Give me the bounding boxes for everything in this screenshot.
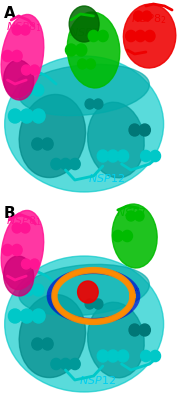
Circle shape [22,65,31,75]
Circle shape [12,223,22,233]
Circle shape [8,109,22,123]
Circle shape [12,25,22,35]
Ellipse shape [112,204,157,268]
Circle shape [85,99,94,109]
Ellipse shape [19,64,149,116]
Ellipse shape [19,94,86,178]
Circle shape [129,124,140,136]
Circle shape [22,284,34,296]
Circle shape [141,350,151,362]
Circle shape [113,230,123,242]
Circle shape [76,44,87,56]
Ellipse shape [4,256,34,296]
Circle shape [78,59,87,69]
Circle shape [117,350,129,362]
Circle shape [150,350,160,362]
Circle shape [60,358,71,370]
Text: $\it{NSP12}$: $\it{NSP12}$ [88,172,125,184]
Text: A: A [4,6,16,21]
Circle shape [21,25,30,35]
Circle shape [145,30,155,42]
Circle shape [21,223,30,233]
Circle shape [32,109,45,123]
Circle shape [42,138,53,150]
Circle shape [32,338,43,350]
Circle shape [97,350,108,362]
Circle shape [70,358,80,370]
Circle shape [8,309,22,323]
Circle shape [70,158,80,170]
Circle shape [141,150,151,162]
Text: $\it{NSP8_1}$: $\it{NSP8_1}$ [6,214,41,228]
Circle shape [51,158,61,170]
Circle shape [126,211,136,221]
Circle shape [129,324,140,336]
Circle shape [135,30,145,42]
Circle shape [107,350,119,362]
Circle shape [60,158,71,170]
Circle shape [32,138,43,150]
Circle shape [33,84,44,96]
Text: B: B [4,206,15,221]
Circle shape [139,124,150,136]
Ellipse shape [69,6,99,42]
Circle shape [33,284,44,296]
Ellipse shape [1,210,44,290]
Circle shape [139,324,150,336]
Ellipse shape [123,4,176,68]
Circle shape [32,309,45,323]
Circle shape [30,65,39,75]
Circle shape [126,30,136,42]
Circle shape [22,84,34,96]
Circle shape [85,299,94,309]
Circle shape [97,150,108,162]
Circle shape [142,11,151,21]
Ellipse shape [5,56,164,192]
Circle shape [86,59,95,69]
Text: $\it{NSP12}$: $\it{NSP12}$ [79,374,116,386]
Ellipse shape [1,14,44,98]
Circle shape [22,259,31,269]
Circle shape [42,338,53,350]
Ellipse shape [5,256,164,392]
Circle shape [107,150,119,162]
Circle shape [51,358,61,370]
Ellipse shape [19,264,149,316]
Text: $\it{NSP7}$: $\it{NSP7}$ [69,26,99,38]
Circle shape [94,299,103,309]
Circle shape [117,150,129,162]
Circle shape [65,44,77,56]
Circle shape [20,309,33,323]
Ellipse shape [88,302,144,378]
Circle shape [2,50,13,62]
Text: $\it{NSP8_1}$: $\it{NSP8_1}$ [6,20,41,34]
Ellipse shape [88,102,144,178]
Circle shape [88,30,99,42]
Ellipse shape [19,294,86,378]
Text: $\it{NSP7}$: $\it{NSP7}$ [116,206,146,218]
Circle shape [12,244,22,256]
Circle shape [30,259,39,269]
Ellipse shape [4,60,34,100]
Circle shape [150,150,160,162]
Text: $\it{NSP8_2}$: $\it{NSP8_2}$ [131,12,166,26]
Circle shape [122,230,132,242]
Circle shape [134,11,143,21]
Circle shape [135,211,144,221]
Circle shape [2,244,13,256]
Circle shape [20,109,33,123]
Circle shape [78,281,98,303]
Ellipse shape [67,12,120,88]
Circle shape [98,30,108,42]
Circle shape [12,50,22,62]
Circle shape [94,99,103,109]
